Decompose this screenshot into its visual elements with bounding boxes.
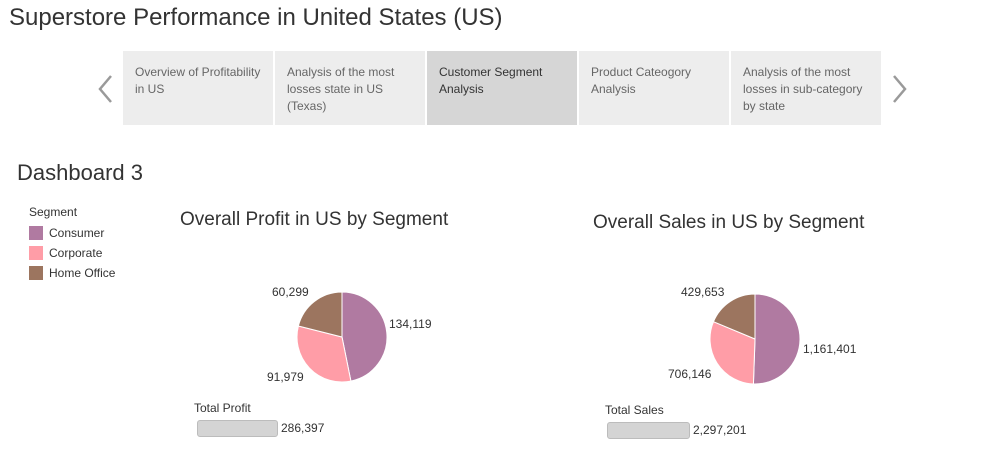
- pie-value-label-consumer: 1,161,401: [803, 342, 857, 356]
- legend-title: Segment: [29, 205, 78, 219]
- legend-swatch-consumer: [29, 226, 43, 240]
- pie-slice-corporate[interactable]: [709, 321, 756, 385]
- story-point-texas-losses[interactable]: Analysis of the most losses state in US …: [275, 51, 425, 125]
- pie-value-label-home-office: 60,299: [272, 285, 309, 299]
- legend-label: Corporate: [49, 246, 103, 260]
- profit-pie-chart: 134,119 91,979 60,299: [267, 285, 432, 384]
- segment-legend: Segment Consumer Corporate Home Office: [29, 205, 115, 283]
- story-point-overview[interactable]: Overview of Profitability in US: [123, 51, 273, 125]
- legend-swatch-home-office: [29, 266, 43, 280]
- pie-slice-consumer[interactable]: [752, 293, 801, 385]
- total-sales-value: 2,297,201: [693, 423, 747, 437]
- total-sales-label: Total Sales: [605, 403, 664, 417]
- pie-slice-consumer[interactable]: [341, 291, 388, 382]
- legend-swatch-corporate: [29, 246, 43, 260]
- pie-value-label-corporate: 706,146: [668, 367, 712, 381]
- pie-value-label-consumer: 134,119: [389, 317, 432, 331]
- profit-chart-title: Overall Profit in US by Segment: [180, 209, 449, 230]
- total-sales-bar[interactable]: [607, 422, 690, 439]
- story-point-subcategory-losses[interactable]: Analysis of the most losses in sub-categ…: [731, 51, 881, 125]
- pie-value-label-corporate: 91,979: [267, 370, 304, 384]
- legend-item-corporate[interactable]: Corporate: [29, 243, 115, 263]
- legend-label: Consumer: [49, 226, 105, 240]
- story-point-product-category[interactable]: Product Cateogory Analysis: [579, 51, 729, 125]
- story-navigator: Overview of Profitability in US Analysis…: [123, 51, 881, 125]
- pie-slice-home-office[interactable]: [297, 291, 343, 338]
- pie-slice-home-office[interactable]: [712, 293, 756, 340]
- pie-slice-corporate[interactable]: [296, 325, 352, 383]
- dashboard-title: Dashboard 3: [17, 160, 143, 185]
- sales-chart-title: Overall Sales in US by Segment: [593, 212, 865, 233]
- total-profit-bar[interactable]: [197, 420, 278, 437]
- legend-label: Home Office: [49, 266, 116, 280]
- page-title: Superstore Performance in United States …: [9, 4, 503, 31]
- pie-value-label-home-office: 429,653: [681, 285, 725, 299]
- legend-item-consumer[interactable]: Consumer: [29, 223, 115, 243]
- total-profit-value: 286,397: [281, 421, 325, 435]
- total-profit-label: Total Profit: [194, 401, 251, 415]
- story-point-customer-segment[interactable]: Customer Segment Analysis: [427, 51, 577, 125]
- legend-item-home-office[interactable]: Home Office: [29, 263, 115, 283]
- previous-arrow-icon[interactable]: [96, 72, 116, 106]
- next-arrow-icon[interactable]: [889, 72, 909, 106]
- sales-pie-chart: 1,161,401 706,146 429,653: [668, 285, 857, 385]
